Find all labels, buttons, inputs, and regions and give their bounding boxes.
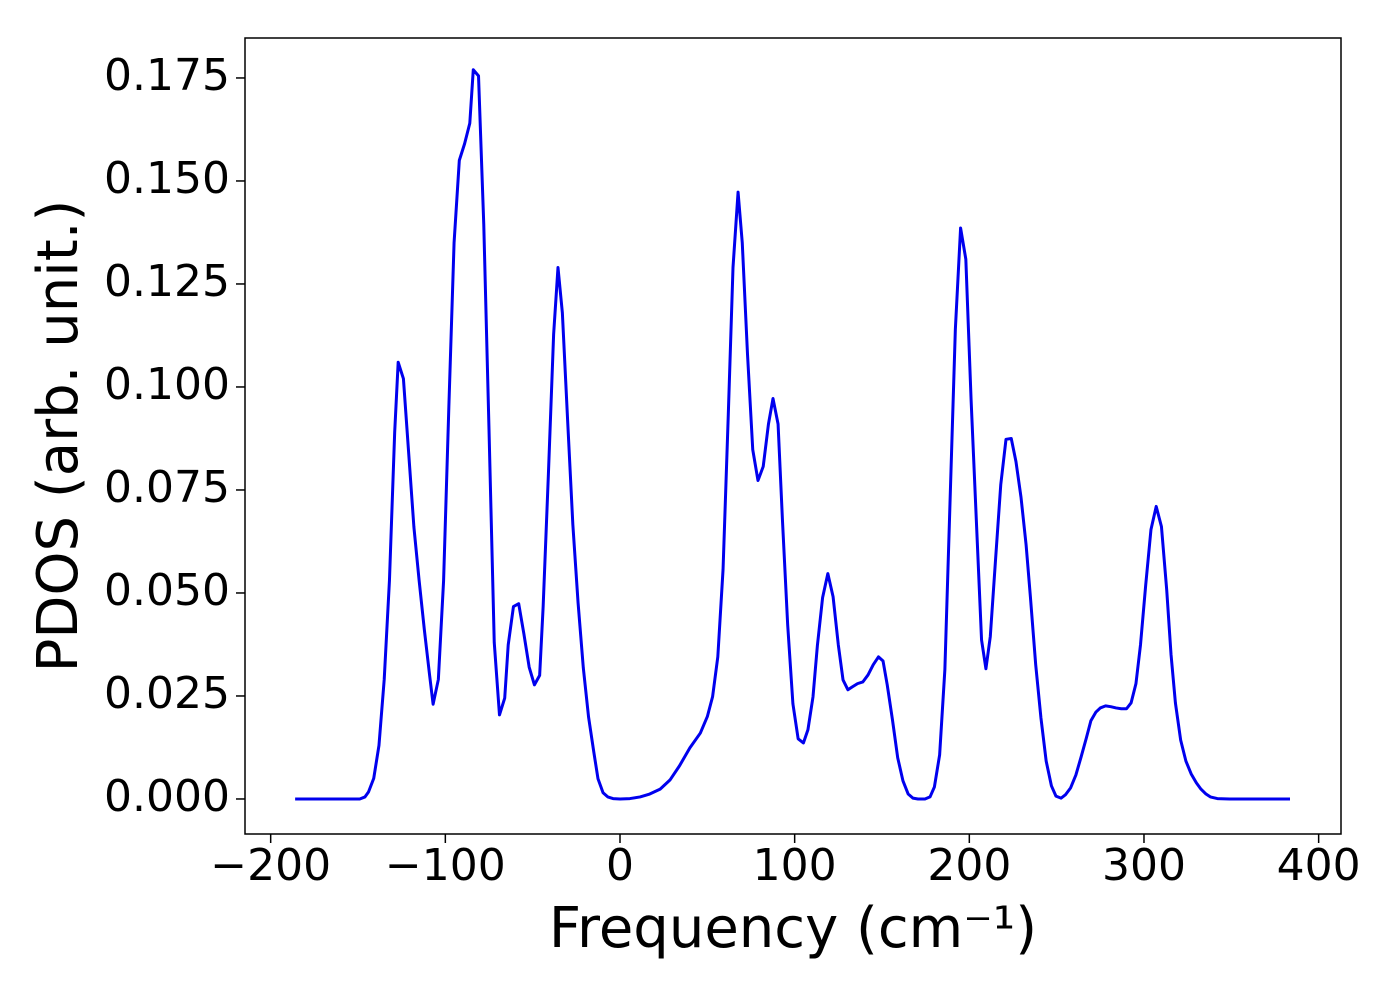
x-tick-label: 200 xyxy=(927,840,1011,891)
x-tick-label: −200 xyxy=(210,840,331,891)
y-tick-label: 0.100 xyxy=(104,359,230,410)
x-tick-label: 300 xyxy=(1102,840,1186,891)
y-tick-label: 0.150 xyxy=(104,153,230,204)
x-tick-label: 400 xyxy=(1277,840,1361,891)
pdos-line xyxy=(295,68,1290,801)
y-tick-label: 0.125 xyxy=(104,256,230,307)
y-tick-label: 0.000 xyxy=(104,771,230,822)
y-axis-label: PDOS (arb. unit.) xyxy=(26,200,91,673)
x-tick-label: 100 xyxy=(753,840,837,891)
y-tick-label: 0.075 xyxy=(104,462,230,513)
y-tick-label: 0.025 xyxy=(104,668,230,719)
y-tick-label: 0.175 xyxy=(104,50,230,101)
y-tick-label: 0.050 xyxy=(104,565,230,616)
x-tick-label: 0 xyxy=(606,840,634,891)
x-tick-label: −100 xyxy=(385,840,506,891)
x-axis-label: Frequency (cm⁻¹) xyxy=(549,896,1037,961)
plot-frame xyxy=(244,37,1342,835)
